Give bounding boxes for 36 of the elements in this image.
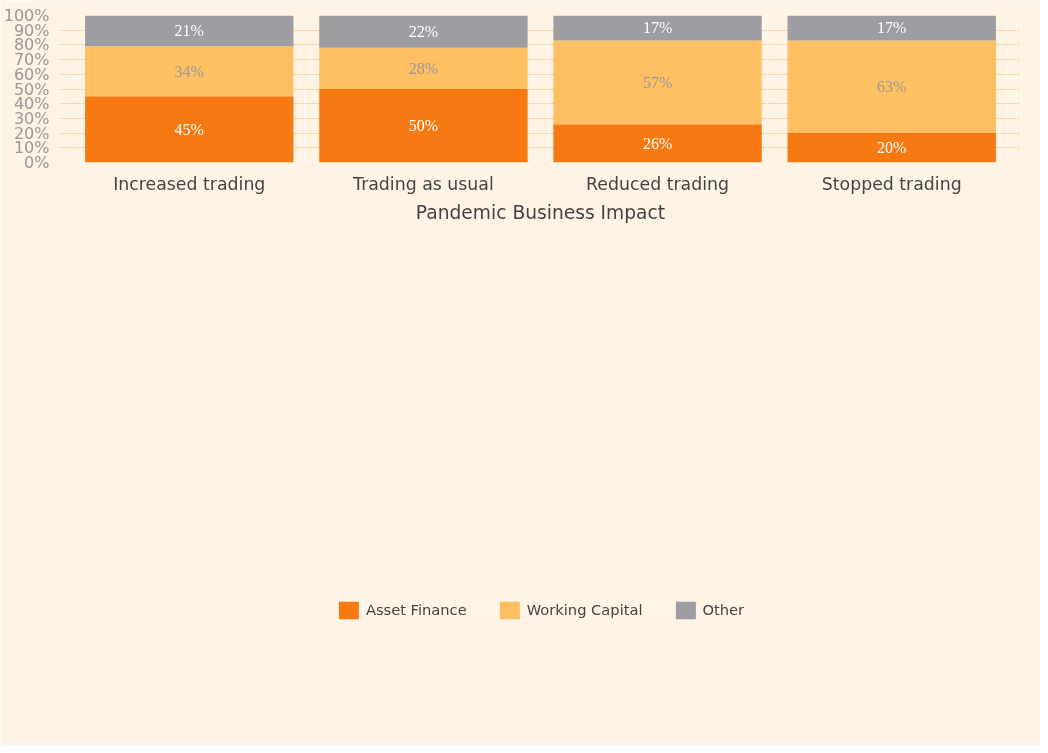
legend-label: Working Capital bbox=[526, 601, 643, 618]
bar bbox=[553, 124, 762, 163]
bar bbox=[787, 40, 996, 134]
data-label: 17% bbox=[642, 19, 673, 37]
bar bbox=[319, 15, 528, 48]
x-tick-label: Reduced trading bbox=[586, 173, 730, 194]
bar bbox=[553, 40, 762, 125]
data-label: 20% bbox=[877, 139, 907, 157]
legend-label: Other bbox=[702, 601, 745, 618]
y-tick-label: 100% bbox=[3, 6, 50, 25]
bar bbox=[787, 15, 996, 41]
x-axis-title: Pandemic Business Impact bbox=[415, 201, 666, 223]
data-label: 21% bbox=[174, 22, 204, 40]
data-label: 17% bbox=[877, 19, 907, 37]
bar bbox=[85, 15, 294, 47]
data-label: 26% bbox=[642, 134, 673, 152]
x-tick-label: Stopped trading bbox=[821, 173, 962, 194]
y-tick-label: 60% bbox=[13, 64, 50, 84]
bar bbox=[319, 89, 528, 163]
data-label: 28% bbox=[408, 59, 439, 77]
y-tick-label: 30% bbox=[13, 108, 50, 128]
data-label: 63% bbox=[877, 78, 907, 96]
bar bbox=[553, 15, 762, 41]
x-tick-label: Increased trading bbox=[113, 173, 266, 194]
legend-label: Asset Finance bbox=[365, 601, 467, 618]
x-tick-label: Trading as usual bbox=[352, 173, 494, 194]
data-label: 34% bbox=[174, 62, 204, 80]
data-label: 50% bbox=[408, 117, 439, 135]
data-label: 57% bbox=[642, 73, 673, 91]
bar bbox=[787, 133, 996, 163]
data-label: 45% bbox=[174, 120, 204, 138]
data-label: 22% bbox=[408, 23, 439, 41]
bar bbox=[85, 46, 294, 97]
y-tick-label: 0% bbox=[24, 153, 50, 172]
bar bbox=[319, 47, 528, 89]
bar bbox=[85, 96, 294, 163]
